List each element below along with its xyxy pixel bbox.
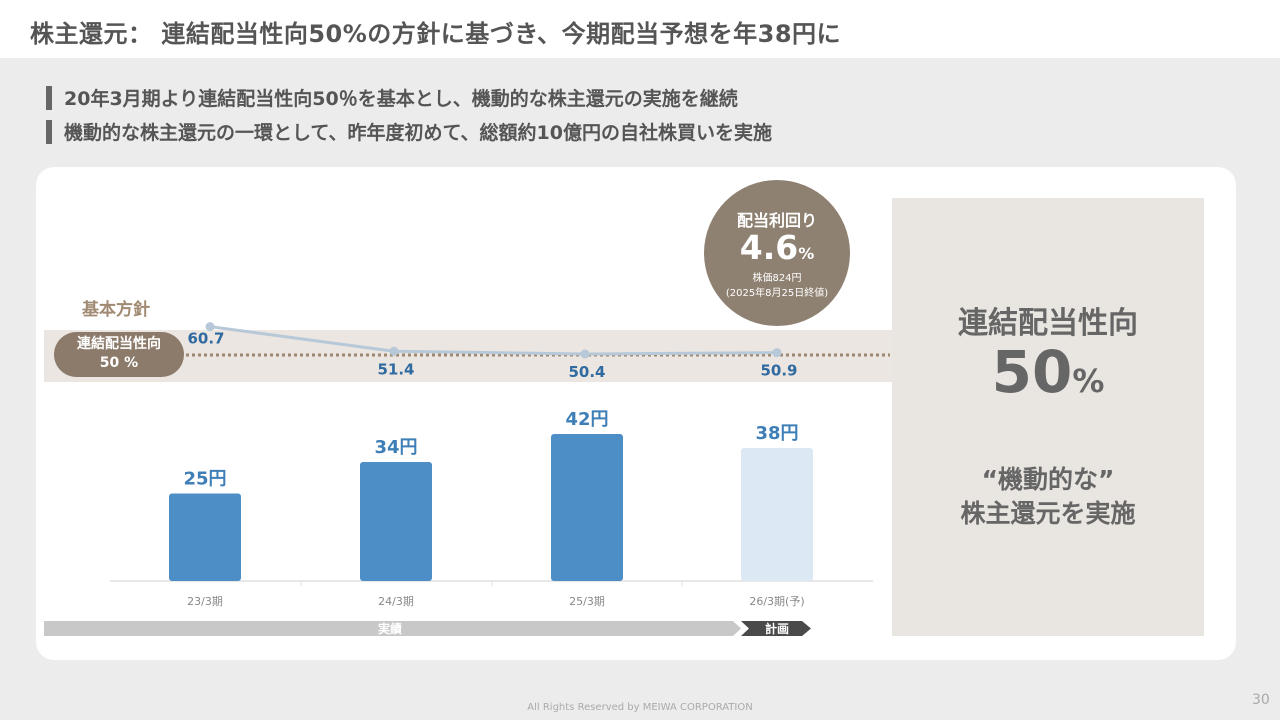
bar-value-label: 38円 xyxy=(755,423,798,444)
title-bar: 株主還元： 連結配当性向50%の方針に基づき、今期配当予想を年38円に xyxy=(0,0,1280,58)
x-tick-label: 26/3期(予) xyxy=(749,595,804,608)
summary-value: 50% xyxy=(892,338,1204,406)
yield-label: 配当利回り xyxy=(736,211,817,230)
bar-value-label: 25円 xyxy=(183,469,226,490)
payout-ratio-point xyxy=(772,348,782,358)
dividend-bar xyxy=(551,434,623,581)
pill-line-1: 連結配当性向 xyxy=(77,336,161,352)
bar-value-label: 42円 xyxy=(565,409,608,430)
payout-ratio-point xyxy=(389,346,399,356)
payout-ratio-label: 50.4 xyxy=(568,363,605,381)
bullet-text-2: 機動的な株主還元の一環として、昨年度初めて、総額約10億円の自社株買いを実施 xyxy=(64,122,772,144)
payout-ratio-label: 51.4 xyxy=(377,360,414,378)
bullet-marker xyxy=(46,119,52,144)
payout-ratio-line xyxy=(209,325,778,356)
summary-text-1: “機動的な” xyxy=(981,465,1115,494)
yield-value: 4.6% xyxy=(704,228,850,267)
policy-heading: 基本方針 xyxy=(82,300,150,320)
phase-plan-arrow xyxy=(741,621,811,636)
yield-unit: % xyxy=(798,244,815,263)
yield-note-price: 株価824円 xyxy=(752,273,802,284)
bullet-marker xyxy=(46,85,52,110)
yield-number: 4.6 xyxy=(739,228,799,267)
bullet-2: 機動的な株主還元の一環として、昨年度初めて、総額約10億円の自社株買いを実施 xyxy=(46,118,772,145)
bar-value-label: 34円 xyxy=(374,437,417,458)
payout-summary-panel: 連結配当性向 50% “機動的な” 株主還元を実施 xyxy=(892,198,1204,636)
pill-line-2: 50 % xyxy=(99,355,139,371)
yield-note-date: (2025年8月25日終値) xyxy=(725,288,829,299)
payout-ratio-point xyxy=(205,322,215,332)
x-tick-label: 24/3期 xyxy=(378,595,414,608)
x-tick-label: 23/3期 xyxy=(187,595,223,608)
x-tick-label: 25/3期 xyxy=(569,595,605,608)
page-number: 30 xyxy=(1252,692,1270,708)
phase-plan-label: 計画 xyxy=(765,621,789,636)
bullet-1: 20年3月期より連結配当性向50％を基本とし、機動的な株主還元の実施を継続 xyxy=(46,84,738,111)
bullet-text-1: 20年3月期より連結配当性向50％を基本とし、機動的な株主還元の実施を継続 xyxy=(64,88,738,110)
payout-ratio-point xyxy=(580,349,590,359)
summary-unit: % xyxy=(1072,362,1105,400)
phase-actual-label: 実績 xyxy=(378,621,402,636)
summary-label: 連結配当性向 xyxy=(958,306,1138,341)
summary-text-2: 株主還元を実施 xyxy=(960,499,1136,528)
payout-policy-pill: 連結配当性向 50 % xyxy=(54,332,184,377)
summary-number: 50 xyxy=(991,338,1073,406)
dividend-bar xyxy=(741,448,813,581)
dividend-bar xyxy=(169,493,241,581)
payout-ratio-label: 60.7 xyxy=(187,330,224,348)
phase-actual-arrow xyxy=(44,621,741,636)
page-title: 株主還元： 連結配当性向50%の方針に基づき、今期配当予想を年38円に xyxy=(30,20,842,48)
footer-copyright: All Rights Reserved by MEIWA CORPORATION xyxy=(527,702,753,713)
dividend-bar xyxy=(360,462,432,581)
payout-ratio-label: 50.9 xyxy=(760,362,797,380)
dividend-yield-circle: 配当利回り 4.6% 株価824円 (2025年8月25日終値) xyxy=(704,180,850,326)
